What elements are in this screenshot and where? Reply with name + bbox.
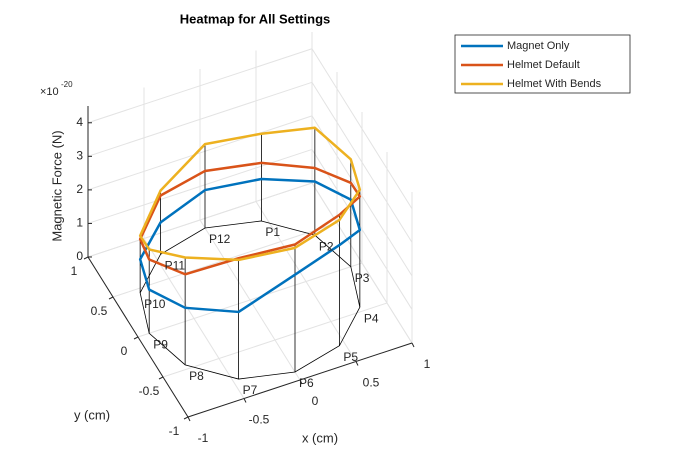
grid-line — [311, 82, 413, 243]
tick-mark — [183, 416, 189, 420]
grid-line — [87, 115, 313, 191]
tick-mark — [158, 376, 164, 380]
series-line — [138, 177, 362, 314]
point-label: P11 — [165, 258, 186, 272]
point-label: P5 — [343, 350, 358, 364]
grid-line — [162, 302, 388, 378]
y-tick-label: 0.5 — [91, 304, 108, 318]
tick-mark — [187, 416, 191, 422]
point-label: P10 — [144, 297, 166, 311]
series-line — [138, 126, 362, 262]
point-label: P12 — [209, 232, 231, 246]
tick-mark — [411, 342, 415, 348]
tick-mark — [243, 398, 247, 403]
grid-line — [311, 149, 413, 310]
tick-mark — [133, 336, 139, 340]
grid-line — [87, 81, 313, 157]
y-tick-label: 0 — [121, 344, 128, 358]
grid-line — [311, 115, 413, 277]
legend-label: Helmet Default — [507, 59, 580, 71]
point-label: P1 — [265, 225, 280, 239]
point-label: P9 — [153, 337, 168, 351]
z-multiplier: ×10 — [40, 86, 59, 98]
x-tick-label: 1 — [424, 357, 431, 371]
series-line — [138, 161, 362, 276]
legend-label: Helmet With Bends — [507, 78, 602, 90]
y-tick-label: -1 — [169, 424, 180, 438]
z-tick-label: 1 — [76, 216, 83, 230]
z-tick-label: 4 — [76, 115, 83, 129]
point-label: P8 — [189, 369, 204, 383]
grid-line — [87, 182, 313, 258]
z-tick-label: 2 — [76, 182, 83, 196]
z-tick-label: 3 — [76, 149, 83, 163]
z-axis-label: Magnetic Force (N) — [49, 130, 64, 241]
x-axis-label: x (cm) — [302, 430, 338, 445]
x-tick-label: -1 — [198, 431, 209, 445]
point-label: P6 — [299, 376, 314, 390]
tick-mark — [355, 361, 359, 366]
point-label: P7 — [243, 383, 258, 397]
chart-title: Heatmap for All Settings — [180, 11, 330, 26]
grid-line — [311, 48, 413, 210]
z-tick-label: 0 — [76, 249, 83, 263]
z-exponent: -20 — [61, 80, 73, 89]
tick-mark — [83, 256, 89, 260]
grid-line — [87, 148, 313, 224]
x-tick-label: -0.5 — [249, 413, 270, 427]
y-axis-label: y (cm) — [74, 407, 110, 422]
x-tick-label: 0.5 — [363, 376, 380, 390]
point-label: P2 — [319, 239, 334, 253]
point-label: P3 — [355, 271, 370, 285]
y-tick-label: 1 — [71, 264, 78, 278]
grid-line — [137, 262, 363, 338]
tick-mark — [108, 296, 114, 300]
grid-line — [87, 48, 313, 124]
x-tick-label: 0 — [312, 394, 319, 408]
legend-label: Magnet Only — [507, 40, 570, 52]
point-label: P4 — [364, 311, 379, 325]
tick-mark — [299, 379, 303, 385]
grid-line — [311, 182, 413, 344]
y-tick-label: -0.5 — [139, 384, 160, 398]
